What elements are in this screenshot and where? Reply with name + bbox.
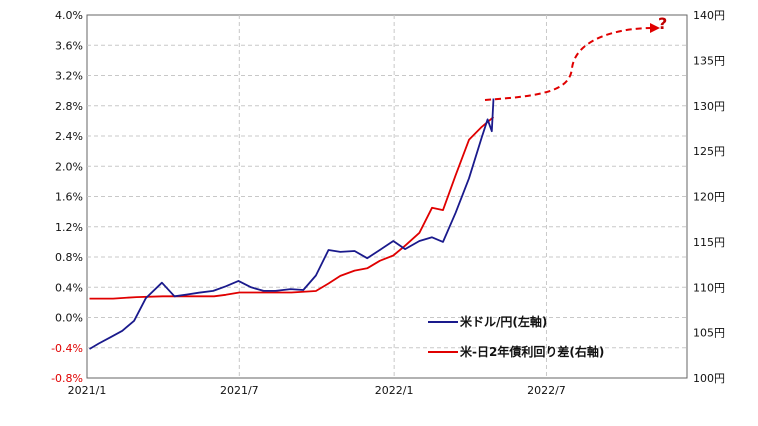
- x-tick-label: 2021/1: [68, 384, 107, 397]
- right-tick-label: 100円: [693, 372, 725, 385]
- left-tick-label: 1.6%: [55, 191, 83, 204]
- right-tick-label: 120円: [693, 191, 725, 204]
- forecast-arrow: [484, 27, 653, 101]
- forecast-arrow-head-icon: [650, 23, 660, 33]
- right-tick-label: 130円: [693, 100, 725, 113]
- gridlines: [87, 15, 687, 378]
- left-tick-label: 3.6%: [55, 39, 83, 52]
- left-tick-label: 0.8%: [55, 251, 83, 264]
- left-tick-label: -0.4%: [51, 342, 83, 355]
- x-axis-ticks: 2021/1 2021/7 2022/1 2022/7: [68, 384, 566, 397]
- right-tick-label: 125円: [693, 145, 725, 158]
- left-tick-label: 0.4%: [55, 281, 83, 294]
- left-tick-label: 1.2%: [55, 221, 83, 234]
- legend-label-yield-spread: 米-日2年債利回り差(右軸): [460, 344, 604, 359]
- left-axis-ticks: 4.0% 3.6% 3.2% 2.8% 2.4% 2.0% 1.6% 1.2% 0.8% 0.4%…: [51, 9, 83, 385]
- right-tick-label: 135円: [693, 54, 725, 67]
- right-tick-label: 115円: [693, 236, 725, 249]
- right-tick-label: 140円: [693, 9, 725, 22]
- series-line-usdjpy: [89, 98, 495, 350]
- right-tick-label: 110円: [693, 281, 725, 294]
- series-line-yield-spread: [89, 116, 495, 300]
- left-tick-label: -0.8%: [51, 372, 83, 385]
- left-tick-label: 4.0%: [55, 9, 83, 22]
- right-tick-label: 105円: [693, 327, 725, 340]
- x-tick-label: 2022/1: [375, 384, 414, 397]
- left-tick-label: 2.0%: [55, 160, 83, 173]
- legend: 米ドル/円(左軸) 米-日2年債利回り差(右軸): [428, 314, 604, 359]
- left-tick-label: 0.0%: [55, 312, 83, 325]
- legend-label-usdjpy: 米ドル/円(左軸): [460, 314, 547, 329]
- plot-area: [86, 14, 688, 379]
- right-axis-ticks: 140円 135円 130円 125円 120円 115円 110円 105円 100円: [693, 9, 725, 385]
- left-tick-label: 2.4%: [55, 130, 83, 143]
- left-tick-label: 3.2%: [55, 70, 83, 83]
- forecast-question-mark: ?: [658, 14, 667, 33]
- left-tick-label: 2.8%: [55, 100, 83, 113]
- x-tick-label: 2022/7: [527, 384, 566, 397]
- series-layer: [89, 98, 495, 350]
- x-tick-label: 2021/7: [220, 384, 259, 397]
